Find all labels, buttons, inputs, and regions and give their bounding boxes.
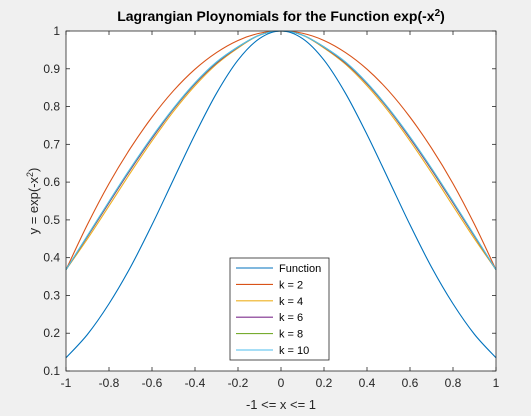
x-tick-label: -0.6 (142, 376, 163, 390)
x-tick-label: -0.2 (228, 376, 249, 390)
y-tick-label: 0.4 (43, 251, 60, 265)
chart-title-main: Lagrangian Ploynomials for the Function … (117, 8, 435, 24)
x-tick-label: 0.6 (402, 376, 419, 390)
y-tick-label: 0.3 (43, 288, 60, 302)
x-tick-label: 0 (278, 376, 285, 390)
legend-box (229, 257, 330, 361)
x-tick-label: -1 (61, 376, 72, 390)
y-tick-label: 1 (53, 24, 60, 38)
x-tick-label: -0.8 (99, 376, 120, 390)
legend-label: k = 8 (279, 329, 303, 341)
x-tick-label: -0.4 (185, 376, 206, 390)
legend-items: Function k = 2 k = 4 k = 6 k = 8 k = 10 (236, 263, 321, 357)
y-tick-label: 0.2 (43, 326, 60, 340)
chart-title-end: ) (440, 8, 445, 24)
y-tick-label: 0.9 (43, 62, 60, 76)
y-tick-label: 0.5 (43, 213, 60, 227)
y-axis-label-superscript: 2 (25, 172, 35, 177)
legend-label: k = 10 (279, 345, 309, 357)
y-tick-label: 0.1 (43, 364, 60, 378)
y-axis-label-main: y = exp(-x (26, 176, 41, 234)
y-axis-label-end: ) (26, 168, 41, 172)
legend-label: k = 6 (279, 312, 303, 324)
legend-label: k = 4 (279, 296, 303, 308)
legend: Function k = 2 k = 4 k = 6 k = 8 k = 10 (229, 257, 330, 361)
chart-title: Lagrangian Ploynomials for the Function … (117, 8, 445, 24)
x-tick-label: 1 (493, 376, 500, 390)
x-tick-label: 0.4 (359, 376, 376, 390)
y-tick-label: 0.8 (43, 100, 60, 114)
legend-label: Function (279, 263, 321, 275)
x-tick-label: 0.2 (316, 376, 333, 390)
y-axis-label: y = exp(-x2) (25, 168, 41, 235)
y-tick-label: 0.7 (43, 137, 60, 151)
legend-label: k = 2 (279, 279, 303, 291)
x-tick-label: 0.8 (445, 376, 462, 390)
x-axis-label: -1 <= x <= 1 (246, 397, 316, 412)
chart-title-superscript: 2 (435, 8, 441, 19)
y-tick-label: 0.6 (43, 175, 60, 189)
ticks-layer: -1 -0.8 -0.6 -0.4 -0.2 0 0.2 0.4 0.6 0.8 1 0.1 0.2 0.… (43, 24, 499, 390)
